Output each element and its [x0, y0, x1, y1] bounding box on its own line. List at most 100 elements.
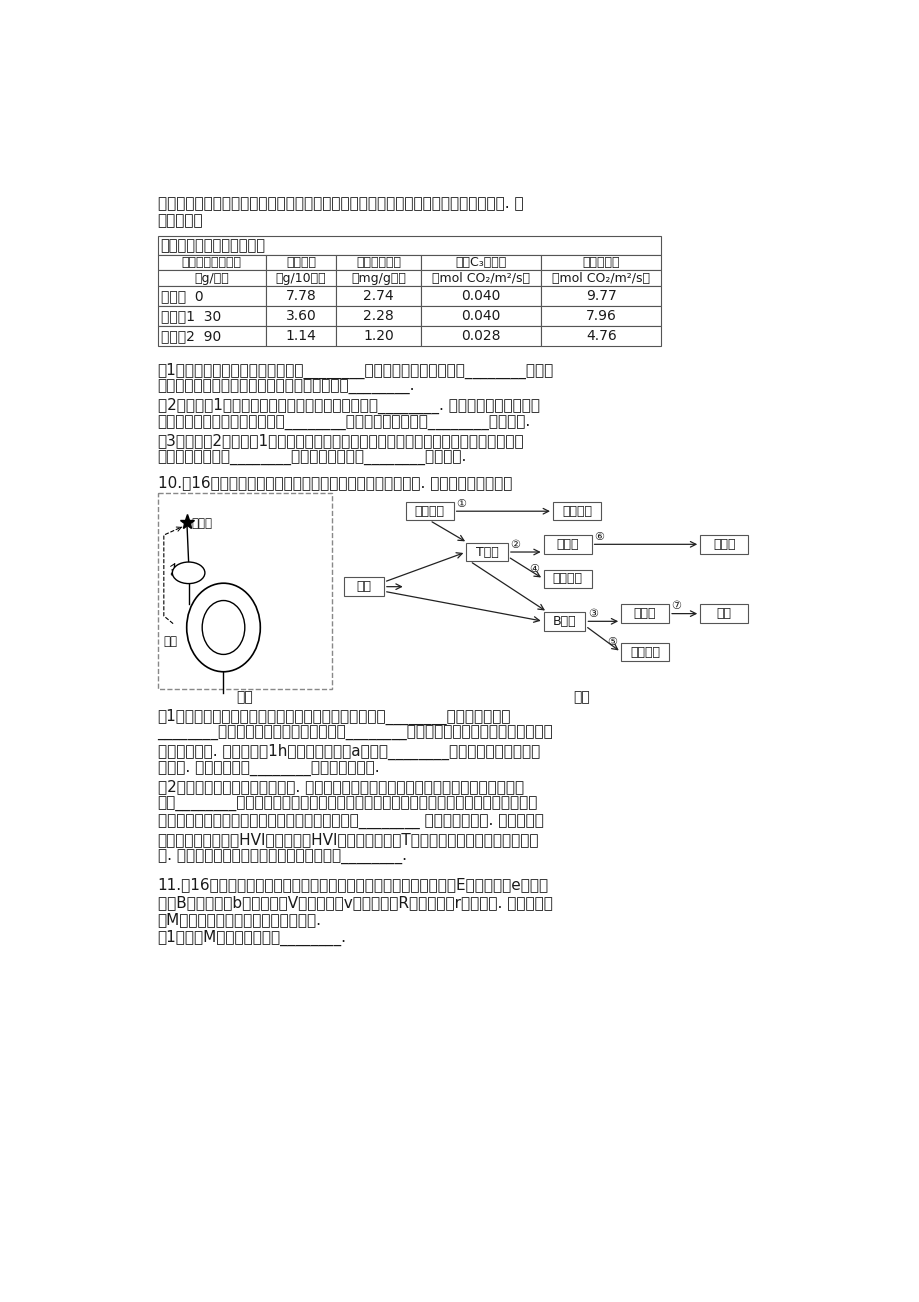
Text: 10.（16分）如图是人体维持内环境稳态的部分调节机制简图. 据图回答下列问题：: 10.（16分）如图是人体维持内环境稳态的部分调节机制简图. 据图回答下列问题：: [157, 475, 512, 490]
Bar: [543, 535, 591, 553]
Text: ⑥: ⑥: [594, 533, 603, 542]
Text: 侵入人体细胞后，人体发挥主要作用的免疫过程是________ （填图中数字）. 艾滋病是由: 侵入人体细胞后，人体发挥主要作用的免疫过程是________ （填图中数字）. …: [157, 815, 543, 829]
Text: 0.028: 0.028: [461, 329, 500, 344]
Text: 垂体: 垂体: [179, 568, 193, 581]
Bar: [266, 306, 335, 326]
Text: （2）图二是免疫调节的部分过程. 图中既能参与非特异性免疫，又能参与特异性免疫的细: （2）图二是免疫调节的部分过程. 图中既能参与非特异性免疫，又能参与特异性免疫的…: [157, 779, 523, 794]
Bar: [157, 326, 266, 345]
Bar: [157, 492, 332, 689]
Text: 7.96: 7.96: [585, 310, 616, 323]
Text: 抗体: 抗体: [716, 607, 731, 620]
Text: 实验组2  90: 实验组2 90: [161, 329, 221, 344]
Text: 11.（16分）果蝇是遗传学研究的经典材料，其四对相对性状中红眼（E）对白眼（e）、灰: 11.（16分）果蝇是遗传学研究的经典材料，其四对相对性状中红眼（E）对白眼（e…: [157, 878, 548, 892]
Bar: [620, 643, 668, 661]
Text: 分组处理菊苣幼苗生理指标: 分组处理菊苣幼苗生理指标: [161, 238, 266, 254]
Bar: [335, 306, 421, 326]
Bar: [421, 326, 540, 345]
Text: 吞噬细胞: 吞噬细胞: [414, 505, 444, 518]
Text: 分析回答：: 分析回答：: [157, 214, 203, 228]
Text: 0.040: 0.040: [461, 289, 500, 303]
Text: 记忆细胞: 记忆细胞: [552, 573, 582, 586]
Bar: [543, 612, 584, 630]
Ellipse shape: [187, 583, 260, 672]
Text: 杀灭抗原: 杀灭抗原: [562, 505, 591, 518]
Bar: [540, 255, 661, 271]
Text: 蝇M的四对等位基因在染色体上的分布.: 蝇M的四对等位基因在染色体上的分布.: [157, 913, 322, 927]
Text: 9.77: 9.77: [585, 289, 616, 303]
Text: （mol CO₂/m²/s）: （mol CO₂/m²/s）: [432, 272, 529, 285]
Text: 血管: 血管: [164, 635, 177, 648]
Text: 落叶释放的某些小分子有机物使________含量降低，直接导致________反应减弱.: 落叶释放的某些小分子有机物使________含量降低，直接导致________反…: [157, 415, 530, 431]
Text: （1）细胞内参与光反应的酶分布在________，光反应为暗反应提供了________，与菊: （1）细胞内参与光反应的酶分布在________，光反应为暗反应提供了_____…: [157, 362, 553, 379]
Bar: [335, 271, 421, 285]
Bar: [335, 255, 421, 271]
Bar: [405, 503, 453, 521]
Bar: [466, 543, 507, 561]
Text: ②: ②: [510, 540, 519, 549]
Text: 靶细胞: 靶细胞: [712, 538, 734, 551]
Text: 光合色素含量: 光合色素含量: [356, 256, 401, 270]
Text: ④: ④: [529, 564, 539, 574]
Bar: [540, 306, 661, 326]
Text: （g/盆）: （g/盆）: [194, 272, 229, 285]
Bar: [157, 271, 266, 285]
Text: 记忆细胞: 记忆细胞: [630, 646, 660, 659]
Text: ③: ③: [587, 609, 597, 618]
Bar: [620, 604, 668, 622]
Text: 土壤中凋落叶含量: 土壤中凋落叶含量: [182, 256, 242, 270]
Bar: [266, 285, 335, 306]
Bar: [266, 271, 335, 285]
Bar: [421, 306, 540, 326]
Text: 2.74: 2.74: [363, 289, 393, 303]
Text: 身（B）对黑身（b）、长翅（V）对残翅（v）、细眼（R）对粗眼（r）为显性. 如图是雄果: 身（B）对黑身（b）、长翅（V）对残翅（v）、细眼（R）对粗眼（r）为显性. 如…: [157, 894, 552, 910]
Bar: [157, 237, 661, 255]
Text: B细胞: B细胞: [552, 615, 575, 628]
Text: 收，尿量减少. 当足量饮水1h后，通过图一中a所示的________调节机制，尿量逐渐恢: 收，尿量减少. 当足量饮水1h后，通过图一中a所示的________调节机制，尿…: [157, 743, 539, 760]
Text: （mol CO₂/m²/s）: （mol CO₂/m²/s）: [551, 272, 650, 285]
Bar: [540, 326, 661, 345]
Text: 解. 请写出艾滋病患者体内缺少抗体的原因：________.: 解. 请写出艾滋病患者体内缺少抗体的原因：________.: [157, 850, 406, 865]
Text: 复正常. 该调节机制是________相互协调的结果.: 复正常. 该调节机制是________相互协调的结果.: [157, 762, 379, 776]
Bar: [335, 285, 421, 306]
Bar: [157, 255, 266, 271]
Text: ________的渗透压感受器，促进垂体释放________，使肾小管和集合管加强对水的重吸: ________的渗透压感受器，促进垂体释放________，使肾小管和集合管加…: [157, 727, 552, 741]
Bar: [157, 306, 266, 326]
Text: 实验组1  30: 实验组1 30: [161, 310, 221, 323]
Bar: [266, 326, 335, 345]
Bar: [335, 326, 421, 345]
Text: 净光合速率: 净光合速率: [582, 256, 619, 270]
Text: 2.28: 2.28: [363, 310, 393, 323]
Bar: [421, 271, 540, 285]
Text: 胞是________；肺结核病是一种危害校大的传染病，结核杆菌属细胞内寄生菌，当它初次: 胞是________；肺结核病是一种危害校大的传染病，结核杆菌属细胞内寄生菌，当…: [157, 797, 538, 812]
Text: ①: ①: [456, 499, 466, 509]
Bar: [157, 285, 266, 306]
Text: 7.78: 7.78: [285, 289, 316, 303]
Text: T细胞: T细胞: [475, 546, 498, 559]
Text: 形成C₃的效率: 形成C₃的效率: [455, 256, 506, 270]
Text: 下丘脑: 下丘脑: [191, 517, 212, 530]
Text: （2）实验组1与对照组相比，菊苣幼苗的净光合速率________. 可能的原因是：巨桉凋: （2）实验组1与对照组相比，菊苣幼苗的净光合速率________. 可能的原因是…: [157, 398, 539, 414]
Text: （g/10株）: （g/10株）: [276, 272, 326, 285]
Text: 3.60: 3.60: [285, 310, 316, 323]
Text: 图一: 图一: [236, 690, 253, 704]
Text: 植株干重: 植株干重: [286, 256, 315, 270]
Bar: [344, 577, 383, 596]
Text: （3）实验组2与实验组1相比，菊苣幼苗净光合速率受影响的原因还可能是：当巨桉凋落: （3）实验组2与实验组1相比，菊苣幼苗净光合速率受影响的原因还可能是：当巨桉凋落: [157, 434, 524, 448]
Text: 苣叶肉细胞净光合速率大小直接相关的细胞器是________.: 苣叶肉细胞净光合速率大小直接相关的细胞器是________.: [157, 380, 414, 396]
Text: （乙）: （乙）: [633, 607, 655, 620]
Text: 对照组  0: 对照组 0: [161, 289, 203, 303]
Bar: [421, 255, 540, 271]
Text: （1）当人体运动导致大量出汗时，由于细胞外液渗透压________，刺激了图一中: （1）当人体运动导致大量出汗时，由于细胞外液渗透压________，刺激了图一中: [157, 708, 511, 724]
Ellipse shape: [202, 600, 244, 655]
Text: 1.20: 1.20: [363, 329, 393, 344]
Bar: [421, 285, 540, 306]
Bar: [540, 271, 661, 285]
Text: 图二: 图二: [573, 690, 590, 704]
Text: 叶含量高时会抑制________的过程，直接导致________反应减弱.: 叶含量高时会抑制________的过程，直接导致________反应减弱.: [157, 452, 467, 466]
Text: （1）果蝇M眼睛的表现型是________.: （1）果蝇M眼睛的表现型是________.: [157, 930, 346, 947]
Text: 人类免疫缺陷病毒（HVI）引起的，HVI侵入人体后破坏T淋巴细胞，使免疫系统的功能瓦: 人类免疫缺陷病毒（HVI）引起的，HVI侵入人体后破坏T淋巴细胞，使免疫系统的功…: [157, 832, 539, 848]
Text: （mg/g叶）: （mg/g叶）: [351, 272, 405, 285]
Bar: [266, 255, 335, 271]
Bar: [699, 604, 747, 622]
Text: ⑤: ⑤: [607, 637, 617, 647]
